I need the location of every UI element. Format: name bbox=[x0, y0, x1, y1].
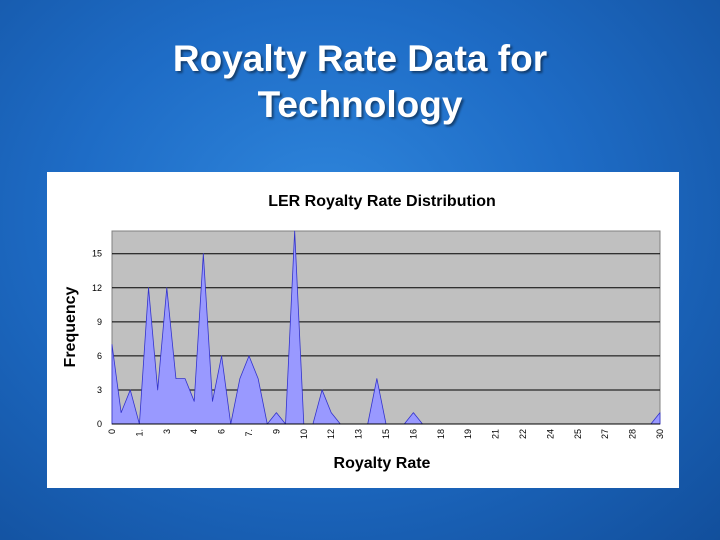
y-tick-label: 9 bbox=[97, 317, 102, 327]
x-tick-label: 30 bbox=[655, 429, 665, 439]
x-tick-label: 13 bbox=[354, 429, 364, 439]
x-tick-label: 12 bbox=[326, 429, 336, 439]
x-axis-label: Royalty Rate bbox=[334, 455, 431, 472]
x-tick-label: 25 bbox=[573, 429, 583, 439]
x-tick-label: 27 bbox=[600, 429, 610, 439]
x-tick-label: 15 bbox=[381, 429, 391, 439]
y-tick-label: 0 bbox=[97, 419, 102, 429]
x-tick-label: 1. bbox=[134, 429, 144, 437]
slide-title-line-2: Technology bbox=[257, 84, 463, 125]
x-tick-label: 28 bbox=[628, 429, 638, 439]
y-axis-ticks: 0 3 6 9 12 15 bbox=[92, 249, 102, 429]
y-tick-label: 6 bbox=[97, 351, 102, 361]
series-area bbox=[111, 230, 661, 425]
x-tick-label: 22 bbox=[518, 429, 528, 439]
chart-title: LER Royalty Rate Distribution bbox=[268, 193, 496, 210]
x-tick-label: 16 bbox=[408, 429, 418, 439]
y-tick-label: 15 bbox=[92, 249, 102, 259]
x-tick-label: 4 bbox=[189, 429, 199, 434]
y-tick-label: 12 bbox=[92, 283, 102, 293]
x-tick-label: 21 bbox=[491, 429, 501, 439]
slide-title-line-1: Royalty Rate Data for bbox=[172, 38, 548, 79]
chart-frame: LER Royalty Rate Distribution 0 3 6 9 12 15 0… bbox=[47, 172, 679, 488]
x-tick-label: 10 bbox=[299, 429, 309, 439]
royalty-rate-chart: LER Royalty Rate Distribution 0 3 6 9 12 15 0… bbox=[62, 193, 665, 472]
slide-title: Royalty Rate Data for Technology bbox=[0, 36, 720, 128]
x-tick-label: 9 bbox=[271, 429, 281, 434]
y-axis-label: Frequency bbox=[62, 286, 79, 367]
x-tick-label: 3 bbox=[162, 429, 172, 434]
x-axis-ticks: 0 1. 3 4 6 7. 9 10 12 13 15 16 18 19 21 22 24 25 27 28 30 bbox=[107, 429, 665, 439]
x-tick-label: 6 bbox=[217, 429, 227, 434]
x-tick-label: 24 bbox=[545, 429, 555, 439]
x-tick-label: 7. bbox=[244, 429, 254, 437]
x-tick-label: 19 bbox=[463, 429, 473, 439]
x-tick-label: 18 bbox=[436, 429, 446, 439]
y-tick-label: 3 bbox=[97, 385, 102, 395]
x-tick-label: 0 bbox=[107, 429, 117, 434]
